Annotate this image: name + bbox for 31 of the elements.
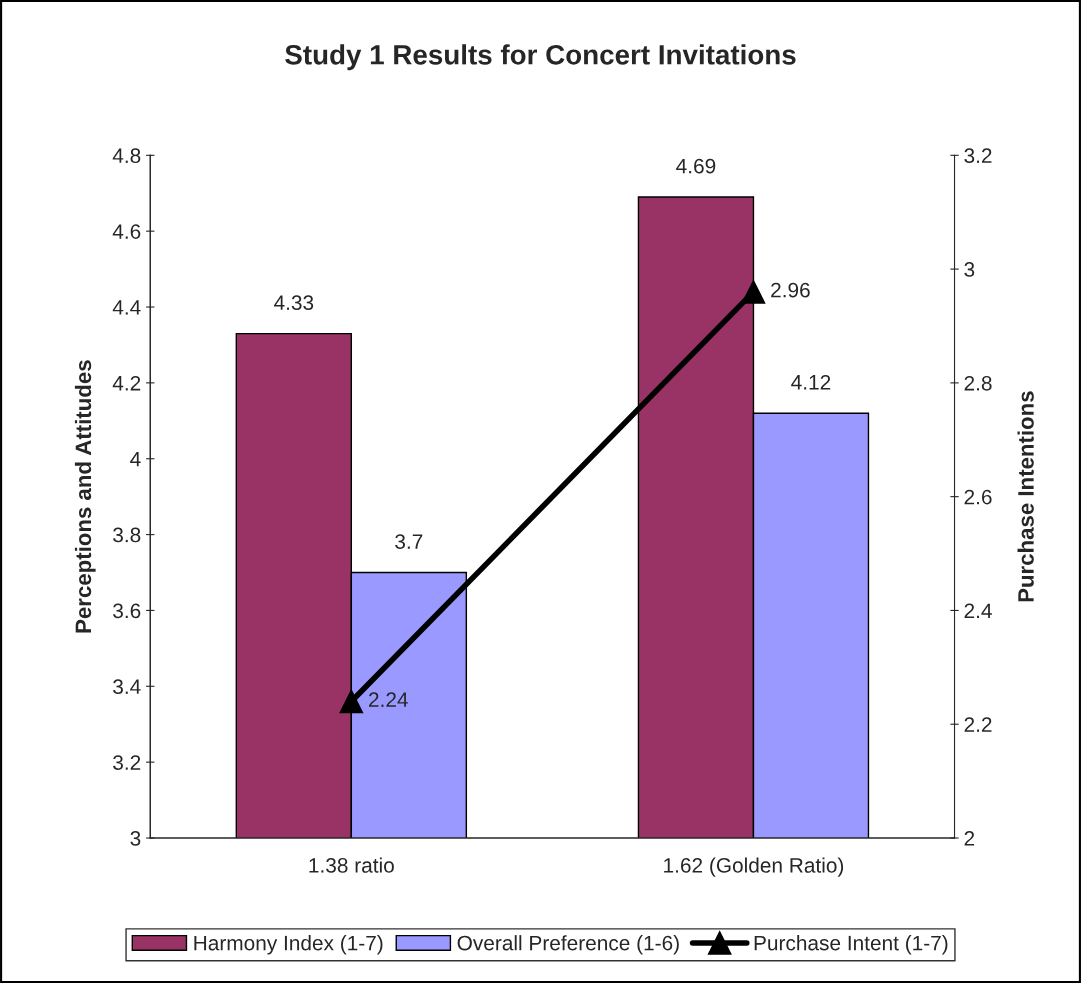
y-tick-label: 3.2 xyxy=(113,755,141,770)
y2-tick-label: 3.2 xyxy=(964,148,992,164)
y2-tick-label: 2.4 xyxy=(964,603,992,618)
y-tick-label: 4.2 xyxy=(112,375,141,391)
y2-tick-label: 2.2 xyxy=(964,717,992,732)
data-label: 4.33 xyxy=(274,295,314,311)
y-tick-label: 4 xyxy=(130,451,141,467)
chart-title: Study 1 Results for Concert Invitations xyxy=(285,44,796,71)
y-axis-title: Perceptions and Attitudes xyxy=(74,360,96,633)
y2-tick-label: 2 xyxy=(964,831,975,846)
y2-axis-title: Purchase Intentions xyxy=(1017,391,1034,602)
data-label: 4.69 xyxy=(676,158,716,174)
y-tick-label: 3.8 xyxy=(113,527,141,543)
data-label: 2.24 xyxy=(369,692,408,707)
y-tick-label: 4.6 xyxy=(112,224,141,239)
y-tick-label: 4.4 xyxy=(112,300,141,315)
data-label: 4.12 xyxy=(791,374,831,390)
y-tick-label: 3.6 xyxy=(113,603,141,619)
data-label: 2.96 xyxy=(771,282,810,298)
legend-label: Overall Preference (1-6) xyxy=(457,935,679,955)
x-tick-label: 1.38 ratio xyxy=(309,857,394,873)
y-tick-label: 3 xyxy=(130,831,141,846)
y2-tick-label: 2.6 xyxy=(964,489,992,505)
y2-tick-label: 2.8 xyxy=(964,375,992,391)
data-label: 3.7 xyxy=(395,534,423,549)
legend-label: Harmony Index (1-7) xyxy=(194,935,383,955)
y-tick-label: 4.8 xyxy=(112,148,141,164)
y-tick-label: 3.4 xyxy=(113,679,141,695)
legend-label: Purchase Intent (1-7) xyxy=(754,935,948,955)
x-tick-label: 1.62 (Golden Ratio) xyxy=(664,857,844,877)
y2-tick-label: 3 xyxy=(964,262,975,277)
